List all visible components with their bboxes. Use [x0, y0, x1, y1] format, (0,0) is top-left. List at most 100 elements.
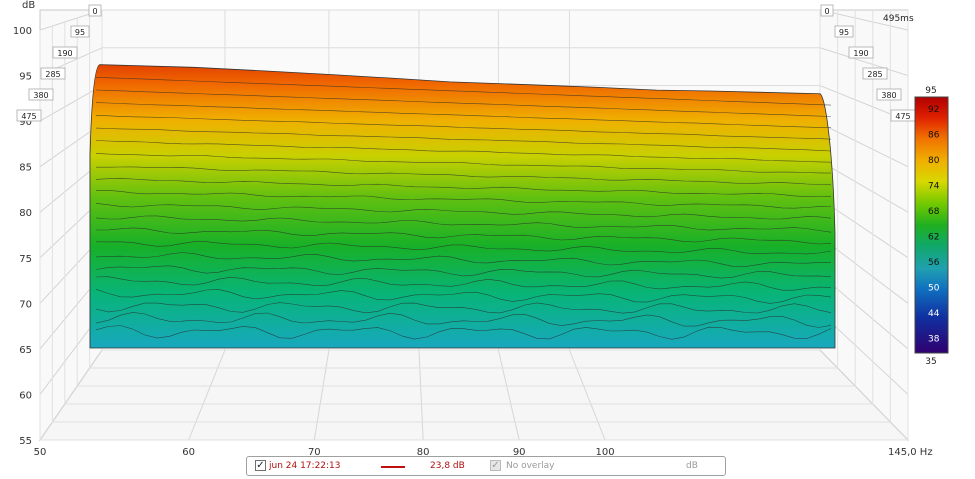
z-label-box-right: [820, 4, 834, 17]
z-label-box-left: [70, 25, 90, 38]
z-tick-label-right: 95: [839, 28, 849, 37]
decay-contour-line: [95, 115, 832, 140]
y-tick-label: 95: [19, 72, 32, 83]
x-grid-line-floor: [497, 349, 520, 441]
decay-contour-line: [95, 265, 832, 279]
x-grid-line-floor: [568, 349, 606, 441]
measurement-value: 23,8 dB: [430, 461, 465, 471]
measurement-checkbox[interactable]: ✓: [255, 460, 266, 471]
decay-contour-line: [95, 77, 832, 106]
decay-contour-line: [95, 140, 832, 163]
decay-contour-line: [95, 178, 832, 197]
x-tick-label: 100: [596, 447, 615, 458]
y-tick-label: 70: [19, 299, 32, 310]
z-label-box-left: [16, 109, 42, 122]
y-tick-label: 75: [19, 254, 32, 265]
decay-contour-line: [95, 89, 832, 117]
decay-contour-line: [95, 252, 832, 267]
y-tick-label: 100: [13, 26, 32, 37]
x-grid-line-floor: [39, 349, 103, 441]
y-grid-line-right: [819, 198, 909, 259]
y-grid-line-right: [819, 9, 909, 31]
z-tick-label-left: 475: [21, 112, 36, 121]
surface-area: [89, 64, 836, 349]
decay-contour-line: [95, 215, 832, 233]
x-tick-label: 50: [34, 447, 47, 458]
z-label-box-right: [862, 67, 888, 80]
y-tick-label: 65: [19, 345, 32, 356]
x-grid-line-floor: [819, 349, 909, 441]
color-scale-tick: 92: [928, 105, 939, 115]
z-end-label: 495ms: [883, 14, 914, 24]
z-tick-label-left: 380: [33, 91, 48, 100]
decay-contour-line: [95, 227, 832, 245]
z-tick-label-left: 95: [75, 28, 85, 37]
y-tick-label: 55: [19, 436, 32, 447]
z-tick-label-left: 190: [57, 49, 72, 58]
x-grid-line-floor: [188, 349, 226, 441]
decay-contour-line: [95, 153, 832, 174]
y-axis-unit: dB: [22, 0, 35, 11]
waterfall-surface: [89, 64, 836, 349]
z-tick-label-left: 285: [45, 70, 60, 79]
measurement-line-swatch: [381, 466, 405, 468]
y-tick-label: 90: [19, 117, 32, 128]
z-tick-label-right: 380: [881, 91, 896, 100]
z-label-box-right: [834, 25, 854, 38]
z-tick-label-left: 0: [92, 7, 97, 16]
decay-contour-line: [95, 311, 832, 328]
measurement-label[interactable]: jun 24 17:22:13: [269, 461, 341, 471]
decay-contour-line: [96, 166, 832, 186]
x-tick-label: 70: [308, 447, 321, 458]
z-tick-label-right: 190: [853, 49, 868, 58]
axes: 55 60 65 70 75 80 85 90 95 100 50 60 70 80 90 100 145,0 …: [13, 4, 933, 458]
color-scale-tick: 50: [928, 284, 940, 294]
decay-contour-line: [95, 302, 832, 314]
z-label-box-left: [52, 46, 78, 59]
z-label-box-left: [28, 88, 54, 101]
overlay-label: No overlay: [506, 461, 555, 471]
color-scale-tick: 44: [928, 309, 940, 319]
color-scale-max: 95: [925, 86, 936, 96]
y-grid-line-right: [819, 160, 909, 213]
overlay-unit: dB: [686, 461, 698, 471]
decay-contour-line: [95, 325, 832, 340]
x-grid-line-floor: [418, 349, 424, 441]
color-scale-tick: 56: [928, 258, 940, 268]
z-label-box-left: [40, 67, 66, 80]
check-icon: ✓: [256, 460, 265, 471]
color-scale-bar: [914, 96, 949, 354]
decay-contour-line: [95, 127, 832, 152]
decay-contour-line: [95, 203, 832, 220]
y-grid-line-right: [819, 47, 909, 77]
color-scale-tick: 74: [928, 182, 940, 192]
color-scale-min: 35: [925, 357, 936, 367]
decay-contour-line: [95, 289, 832, 304]
legend-bar: ✓ jun 24 17:22:13 23,8 dB ✓ No overlay d…: [246, 456, 726, 476]
color-scale-tick: 62: [928, 233, 939, 243]
decay-contour-line: [95, 102, 832, 128]
color-scale-tick: 80: [928, 156, 940, 166]
z-tick-label-right: 285: [867, 70, 882, 79]
color-scale: 95 35 92 86 80 74 68 62 56 50 44 38: [914, 86, 949, 367]
z-label-box-left: [88, 4, 102, 17]
color-scale-tick: 38: [928, 335, 940, 345]
y-tick-label: 60: [19, 390, 32, 401]
z-label-box-right: [848, 46, 874, 59]
x-tick-label: 60: [182, 447, 195, 458]
overlay-checkbox[interactable]: ✓: [490, 460, 501, 471]
check-icon: ✓: [491, 460, 500, 471]
x-grid-line-floor: [313, 349, 330, 441]
decay-contour-line: [95, 241, 832, 255]
color-scale-tick: 68: [928, 207, 940, 217]
x-tick-label: 90: [513, 447, 526, 458]
z-label-box-right: [876, 88, 902, 101]
x-tick-label: 145,0 Hz: [888, 447, 933, 458]
y-grid-line-right: [819, 122, 909, 168]
z-tick-label-right: 475: [895, 112, 910, 121]
y-grid-line-left: [39, 85, 103, 122]
x-tick-label: 80: [417, 447, 430, 458]
floor: [39, 349, 910, 441]
z-tick-label-right: 0: [824, 7, 829, 16]
